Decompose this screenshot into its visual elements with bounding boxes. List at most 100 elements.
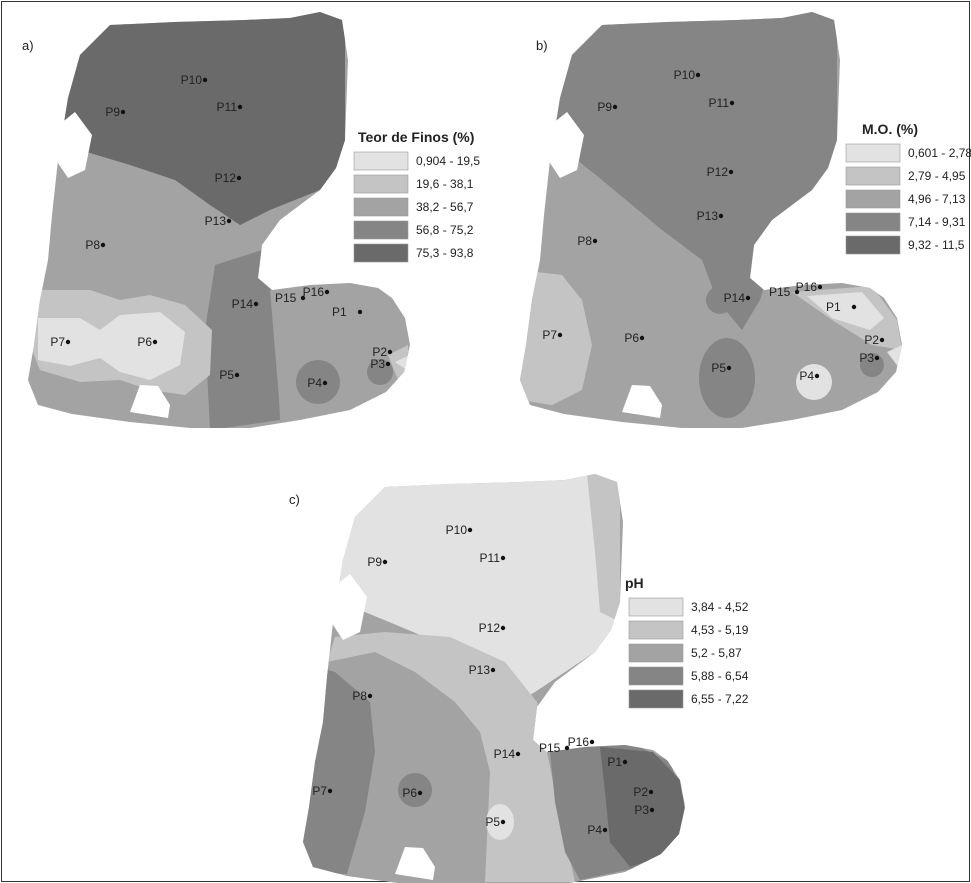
sample-point-dot-p13 [226, 218, 232, 224]
sample-point-label-p15: P15 [539, 741, 561, 755]
sample-point-label-p13: P13 [697, 209, 719, 223]
hole-b-2 [622, 385, 662, 418]
panel-label-a: a) [22, 38, 34, 53]
sample-point-label-p11: P11 [217, 100, 238, 114]
sample-point-label-p3: P3 [634, 803, 649, 817]
sample-point-dot-p6 [417, 790, 423, 796]
hole-b-1 [547, 112, 584, 178]
legend-swatch [845, 143, 901, 163]
legend-swatch [845, 235, 901, 255]
sample-point-dot-p7 [65, 339, 71, 345]
hole-c-2 [395, 847, 435, 880]
sample-point-dot-p1 [622, 759, 628, 765]
sample-point-label-p14: P14 [232, 297, 254, 311]
legend-swatch [628, 620, 684, 640]
sample-point-dot-p10 [467, 527, 473, 533]
legend-class-label: 56,8 - 75,2 [416, 223, 474, 237]
legend-title-b: M.O. (%) [862, 121, 918, 137]
legend-swatch [845, 166, 901, 186]
legend-swatch [353, 197, 409, 217]
sample-point-label-p8: P8 [352, 689, 367, 703]
sample-point-dot-p13 [490, 667, 496, 673]
sample-point-label-p10: P10 [181, 73, 203, 87]
sample-point-dot-p15 [794, 289, 800, 295]
sample-point-label-p16: P16 [568, 735, 590, 749]
sample-point-label-p7: P7 [312, 784, 327, 798]
sample-point-dot-p4 [322, 380, 328, 386]
legend-class-label: 0,601 - 2,78 [908, 146, 971, 160]
sample-point-label-p2: P2 [633, 785, 648, 799]
legend-title-c: pH [625, 575, 644, 591]
legend-b: M.O. (%) 0,601 - 2,78 2,79 - 4,95 4,96 - 7… [845, 121, 971, 255]
sample-point-dot-p7 [327, 788, 333, 794]
legend-class-label: 9,32 - 11,5 [908, 238, 965, 252]
legend-swatch [353, 243, 409, 263]
sample-point-label-p9: P9 [105, 105, 120, 119]
sample-point-label-p4: P4 [799, 369, 814, 383]
sample-point-label-p16: P16 [303, 285, 325, 299]
sample-point-label-p5: P5 [711, 361, 726, 375]
sample-point-label-p1: P1 [332, 305, 347, 319]
sample-points-c: P1 P2 P3 P4 P5 P6 P7 P8 P9 P10 P11 P12 P13 P14 P15 P16 [312, 523, 655, 837]
legend-class-label: 3,84 - 4,52 [691, 600, 749, 614]
sample-point-label-p11: P11 [480, 551, 501, 565]
sample-point-label-p16: P16 [796, 280, 818, 294]
sample-point-dot-p6 [152, 339, 158, 345]
legend-class-label: 2,79 - 4,95 [908, 169, 966, 183]
sample-points-b: P1 P2 P3 P4 P5 P6 P7 P8 P9 P10 P11 P12 P13 P14 P15 P16 [542, 68, 885, 383]
legend-swatch [845, 212, 901, 232]
sample-point-label-p3: P3 [370, 357, 385, 371]
sample-point-dot-p1 [851, 304, 857, 310]
sample-point-dot-p14 [515, 751, 521, 757]
sample-point-label-p12: P12 [707, 165, 729, 179]
sample-point-dot-p5 [234, 372, 240, 378]
hole-a-2 [130, 385, 170, 418]
legend-swatch [353, 174, 409, 194]
sample-point-dot-p2 [879, 337, 885, 343]
panel-label-b: b) [536, 38, 548, 53]
sample-point-dot-p14 [745, 295, 751, 301]
sample-point-label-p15: P15 [275, 291, 297, 305]
legend-class-label: 0,904 - 19,5 [416, 154, 480, 168]
legend-class-label: 4,96 - 7,13 [908, 192, 966, 206]
legend-a: Teor de Finos (%) 0,904 - 19,5 19,6 - 38,… [353, 129, 480, 263]
sample-point-dot-p11 [500, 555, 506, 561]
sample-point-label-p9: P9 [367, 555, 382, 569]
sample-point-dot-p12 [236, 175, 242, 181]
legend-swatch [353, 220, 409, 240]
sample-point-dot-p8 [592, 238, 598, 244]
sample-point-dot-p8 [100, 242, 106, 248]
sample-point-dot-p12 [500, 625, 506, 631]
panel-label-c: c) [289, 492, 300, 507]
sample-point-label-p1: P1 [607, 755, 622, 769]
map-surface-c [303, 474, 685, 883]
sample-point-dot-p10 [695, 72, 701, 78]
legend-class-label: 6,55 - 7,22 [691, 692, 749, 706]
hole-a-1 [55, 112, 92, 178]
sample-point-label-p12: P12 [479, 621, 501, 635]
sample-point-dot-p16 [817, 284, 823, 290]
sample-point-label-p5: P5 [485, 815, 500, 829]
legend-class-label: 5,2 - 5,87 [691, 646, 742, 660]
legend-class-label: 5,88 - 6,54 [691, 669, 749, 683]
legend-title-a: Teor de Finos (%) [358, 129, 474, 145]
legend-swatch [628, 689, 684, 709]
sample-point-dot-p6 [639, 335, 645, 341]
legend-c: pH 3,84 - 4,52 4,53 - 5,19 5,2 - 5,87 5,88 … [625, 575, 749, 709]
sample-point-label-p6: P6 [402, 786, 417, 800]
legend-swatch [845, 189, 901, 209]
sample-point-dot-p4 [814, 373, 820, 379]
sample-point-dot-p11 [729, 100, 735, 106]
sample-point-dot-p5 [726, 365, 732, 371]
sample-point-label-p11: P11 [709, 96, 730, 110]
sample-point-dot-p3 [385, 361, 391, 367]
sample-point-dot-p11 [237, 104, 243, 110]
sample-point-label-p13: P13 [205, 214, 227, 228]
sample-point-dot-p16 [589, 739, 595, 745]
sample-point-label-p9: P9 [597, 100, 612, 114]
sample-point-dot-p15 [300, 295, 306, 301]
